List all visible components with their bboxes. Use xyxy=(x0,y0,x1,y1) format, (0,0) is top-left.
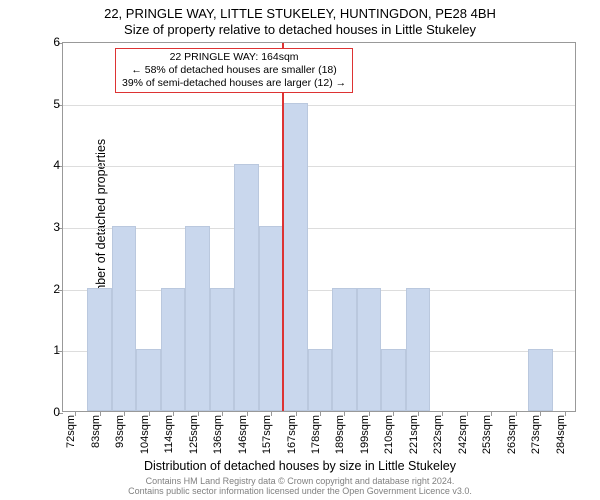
chart-title-desc: Size of property relative to detached ho… xyxy=(0,22,600,37)
y-tick-label: 2 xyxy=(42,282,60,296)
bar xyxy=(308,349,332,411)
chart-container: 22, PRINGLE WAY, LITTLE STUKELEY, HUNTIN… xyxy=(0,0,600,500)
bar xyxy=(332,288,356,411)
x-tick-label: 210sqm xyxy=(383,415,395,465)
bar xyxy=(185,226,209,411)
annotation-line1: 22 PRINGLE WAY: 164sqm xyxy=(122,51,346,64)
y-tick-label: 6 xyxy=(42,35,60,49)
gridline xyxy=(63,228,575,229)
x-tick-label: 83sqm xyxy=(90,415,102,465)
chart-title-address: 22, PRINGLE WAY, LITTLE STUKELEY, HUNTIN… xyxy=(0,6,600,21)
x-tick-label: 273sqm xyxy=(530,415,542,465)
footer-attribution: Contains HM Land Registry data © Crown c… xyxy=(0,477,600,497)
x-tick-label: 157sqm xyxy=(261,415,273,465)
bar xyxy=(357,288,381,411)
x-tick-label: 136sqm xyxy=(212,415,224,465)
bar xyxy=(136,349,160,411)
bar xyxy=(381,349,405,411)
x-tick-label: 178sqm xyxy=(310,415,322,465)
y-tick-label: 5 xyxy=(42,97,60,111)
gridline xyxy=(63,290,575,291)
bar xyxy=(87,288,111,411)
annotation-line2: ← 58% of detached houses are smaller (18… xyxy=(122,64,346,77)
reference-line xyxy=(282,43,284,411)
footer-line2: Contains public sector information licen… xyxy=(0,487,600,497)
gridline xyxy=(63,105,575,106)
bar xyxy=(283,103,307,411)
x-tick-label: 232sqm xyxy=(432,415,444,465)
x-tick-label: 242sqm xyxy=(457,415,469,465)
y-tick-label: 0 xyxy=(42,405,60,419)
x-tick-label: 221sqm xyxy=(408,415,420,465)
x-tick-label: 284sqm xyxy=(555,415,567,465)
x-tick-label: 167sqm xyxy=(286,415,298,465)
bar xyxy=(161,288,185,411)
x-tick-label: 125sqm xyxy=(188,415,200,465)
x-tick-label: 114sqm xyxy=(163,415,175,465)
x-tick-label: 263sqm xyxy=(506,415,518,465)
bar xyxy=(406,288,430,411)
plot-area xyxy=(62,42,576,412)
y-tick-label: 4 xyxy=(42,158,60,172)
x-tick-label: 104sqm xyxy=(139,415,151,465)
bar xyxy=(234,164,258,411)
x-tick-label: 72sqm xyxy=(65,415,77,465)
y-tick-label: 3 xyxy=(42,220,60,234)
bar xyxy=(112,226,136,411)
x-tick-label: 189sqm xyxy=(334,415,346,465)
x-tick-label: 199sqm xyxy=(359,415,371,465)
annotation-box: 22 PRINGLE WAY: 164sqm← 58% of detached … xyxy=(115,48,353,93)
bar xyxy=(259,226,283,411)
y-tick-label: 1 xyxy=(42,343,60,357)
gridline xyxy=(63,166,575,167)
x-tick-label: 146sqm xyxy=(237,415,249,465)
bar xyxy=(210,288,234,411)
annotation-line3: 39% of semi-detached houses are larger (… xyxy=(122,77,346,90)
x-tick-label: 253sqm xyxy=(481,415,493,465)
bar xyxy=(528,349,552,411)
x-tick-label: 93sqm xyxy=(114,415,126,465)
